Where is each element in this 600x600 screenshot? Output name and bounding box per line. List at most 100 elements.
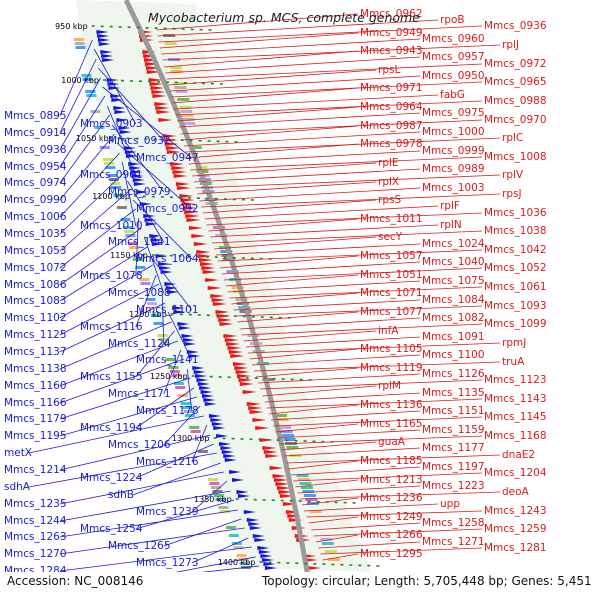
gene-label-minus: Mmcs_0961 xyxy=(80,169,143,181)
plus-strand-gene xyxy=(198,258,213,262)
plus-strand-gene xyxy=(278,490,293,494)
kbp-tick-line xyxy=(235,498,356,504)
gene-label-plus: Mmcs_0950 xyxy=(422,70,485,82)
leader-line-minus xyxy=(161,293,165,345)
leader-line-plus xyxy=(237,311,359,323)
plus-strand-gene xyxy=(175,182,190,186)
plus-strand-gene xyxy=(197,254,212,258)
cog-category-tick xyxy=(299,482,312,485)
leader-line-plus xyxy=(168,69,377,86)
gene-label-minus: metX xyxy=(4,447,32,459)
leader-line-minus xyxy=(143,236,165,294)
gene-label-plus: Mmcs_1168 xyxy=(484,430,547,442)
leader-line-plus xyxy=(293,472,483,482)
plus-strand-gene xyxy=(144,58,159,62)
gene-label-minus: Mmcs_1284 xyxy=(4,565,67,572)
cog-category-tick xyxy=(296,474,309,477)
gene-label-minus: Mmcs_1194 xyxy=(80,422,143,434)
minus-strand-gene xyxy=(264,566,277,570)
leader-line-plus xyxy=(202,199,377,214)
gene-label-minus: Mmcs_0914 xyxy=(4,127,67,139)
plus-strand-gene xyxy=(172,170,187,174)
leader-line-minus xyxy=(135,330,175,378)
leader-line-plus xyxy=(157,19,439,37)
leader-line-plus xyxy=(304,503,439,512)
gene-label-plus: Mmcs_1038 xyxy=(484,225,547,237)
leader-line-plus xyxy=(253,361,501,372)
minus-strand-gene xyxy=(257,546,270,550)
kbp-tick-label: 950 kbp xyxy=(55,22,88,31)
leader-line-plus xyxy=(193,168,421,183)
gene-label-minus: Mmcs_1141 xyxy=(136,354,199,366)
minus-strand-gene xyxy=(178,326,191,330)
plus-strand-gene xyxy=(285,510,300,514)
cog-category-tick xyxy=(170,70,183,73)
cog-category-tick xyxy=(153,322,164,325)
gene-label-minus: Mmcs_1010 xyxy=(80,220,143,232)
leader-line-minus xyxy=(59,171,126,235)
kbp-tick-line xyxy=(91,25,212,31)
gene-label-plus: Mmcs_1061 xyxy=(484,281,547,293)
cog-category-tick xyxy=(113,194,124,197)
cog-category-tick xyxy=(165,358,176,361)
leader-line-minus xyxy=(59,396,198,437)
plus-strand-gene xyxy=(228,350,243,354)
cog-category-tick xyxy=(139,278,150,281)
leader-line-minus xyxy=(59,434,211,471)
gene-label-minus: Mmcs_1083 xyxy=(4,295,67,307)
plus-strand-gene xyxy=(201,266,216,270)
plus-strand-gene xyxy=(155,106,170,110)
kbp-tick-label: 1100 kbp xyxy=(92,192,130,201)
gene-label-minus: Mmcs_1235 xyxy=(4,498,67,510)
cog-category-tick xyxy=(180,402,191,405)
cog-category-tick xyxy=(180,110,193,113)
plus-strand-gene xyxy=(259,438,274,442)
leader-line-plus xyxy=(182,125,359,141)
kbp-tick-label: 1000 kbp xyxy=(61,76,99,85)
cog-category-tick xyxy=(157,334,168,337)
minus-strand-gene xyxy=(199,386,212,390)
gene-label-plus: Mmcs_1204 xyxy=(484,467,547,479)
minus-strand-gene xyxy=(254,538,267,542)
gene-label-minus: Mmcs_1155 xyxy=(80,371,143,383)
cog-category-tick xyxy=(174,86,187,89)
gene-label-plus: Mmcs_0949 xyxy=(360,27,423,39)
left-leader-lines xyxy=(28,39,259,572)
cog-category-tick xyxy=(168,366,179,369)
minus-strand-gene xyxy=(237,494,250,498)
plus-strand-gene xyxy=(150,86,165,90)
gene-label-plus: Mmcs_0970 xyxy=(484,114,547,126)
minus-strand-gene xyxy=(186,350,199,354)
gene-label-plus: Mmcs_1213 xyxy=(360,474,423,486)
gene-label-plus: Mmcs_1185 xyxy=(360,455,423,467)
cog-category-tick xyxy=(146,302,157,305)
gene-label-plus: Mmcs_1071 xyxy=(360,287,423,299)
minus-strand-gene xyxy=(131,174,144,178)
right-leader-lines xyxy=(156,13,501,561)
plus-strand-gene xyxy=(235,370,250,374)
plus-strand-gene xyxy=(276,486,291,490)
leader-line-minus xyxy=(132,462,221,496)
leader-line-minus xyxy=(102,86,193,159)
gene-label-plus: rpoB xyxy=(440,14,465,26)
plus-strand-gene xyxy=(166,150,181,154)
gene-label-plus: Mmcs_0960 xyxy=(422,33,485,45)
gene-label-minus: Mmcs_1116 xyxy=(80,321,143,333)
plus-strand-gene xyxy=(144,62,159,66)
gene-label-minus: Mmcs_1166 xyxy=(4,397,67,409)
minus-strand-gene xyxy=(158,262,171,266)
leader-line-plus xyxy=(171,81,483,98)
leader-line-minus xyxy=(59,246,148,302)
leader-line-plus xyxy=(197,181,377,195)
plus-strand-gene xyxy=(148,78,163,82)
kbp-tick-line xyxy=(102,79,224,85)
minus-strand-gene xyxy=(243,510,256,514)
plus-strand-gene xyxy=(234,366,249,370)
plus-strand-gene xyxy=(252,418,267,422)
cog-category-tick xyxy=(86,94,97,97)
gene-label-plus: Mmcs_0989 xyxy=(422,163,485,175)
leader-line-plus xyxy=(210,224,439,238)
gene-label-plus: fabG xyxy=(440,89,465,101)
cog-category-tick xyxy=(103,158,114,161)
leader-line-plus xyxy=(277,429,421,439)
